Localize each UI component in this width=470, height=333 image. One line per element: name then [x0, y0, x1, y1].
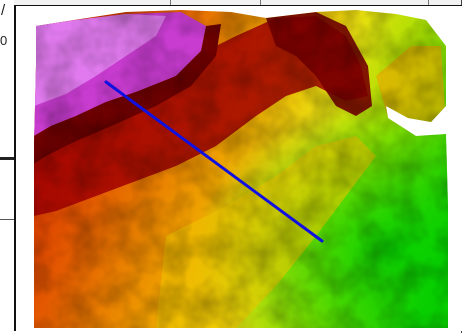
background-divider — [0, 219, 14, 220]
strip-tick — [428, 0, 429, 7]
background-window-fragment: / 0 — [0, 0, 15, 160]
map-window[interactable] — [14, 5, 462, 331]
background-divider — [0, 157, 14, 160]
elevation-map[interactable] — [16, 6, 462, 331]
strip-tick — [170, 0, 171, 7]
strip-tick — [260, 0, 261, 7]
terrain-raster — [34, 10, 448, 328]
background-label: 0 — [0, 33, 8, 48]
profile-line[interactable] — [104, 80, 324, 243]
background-glyph: / — [1, 2, 6, 19]
background-window-fragment — [0, 318, 14, 333]
background-window-edge — [461, 0, 470, 333]
